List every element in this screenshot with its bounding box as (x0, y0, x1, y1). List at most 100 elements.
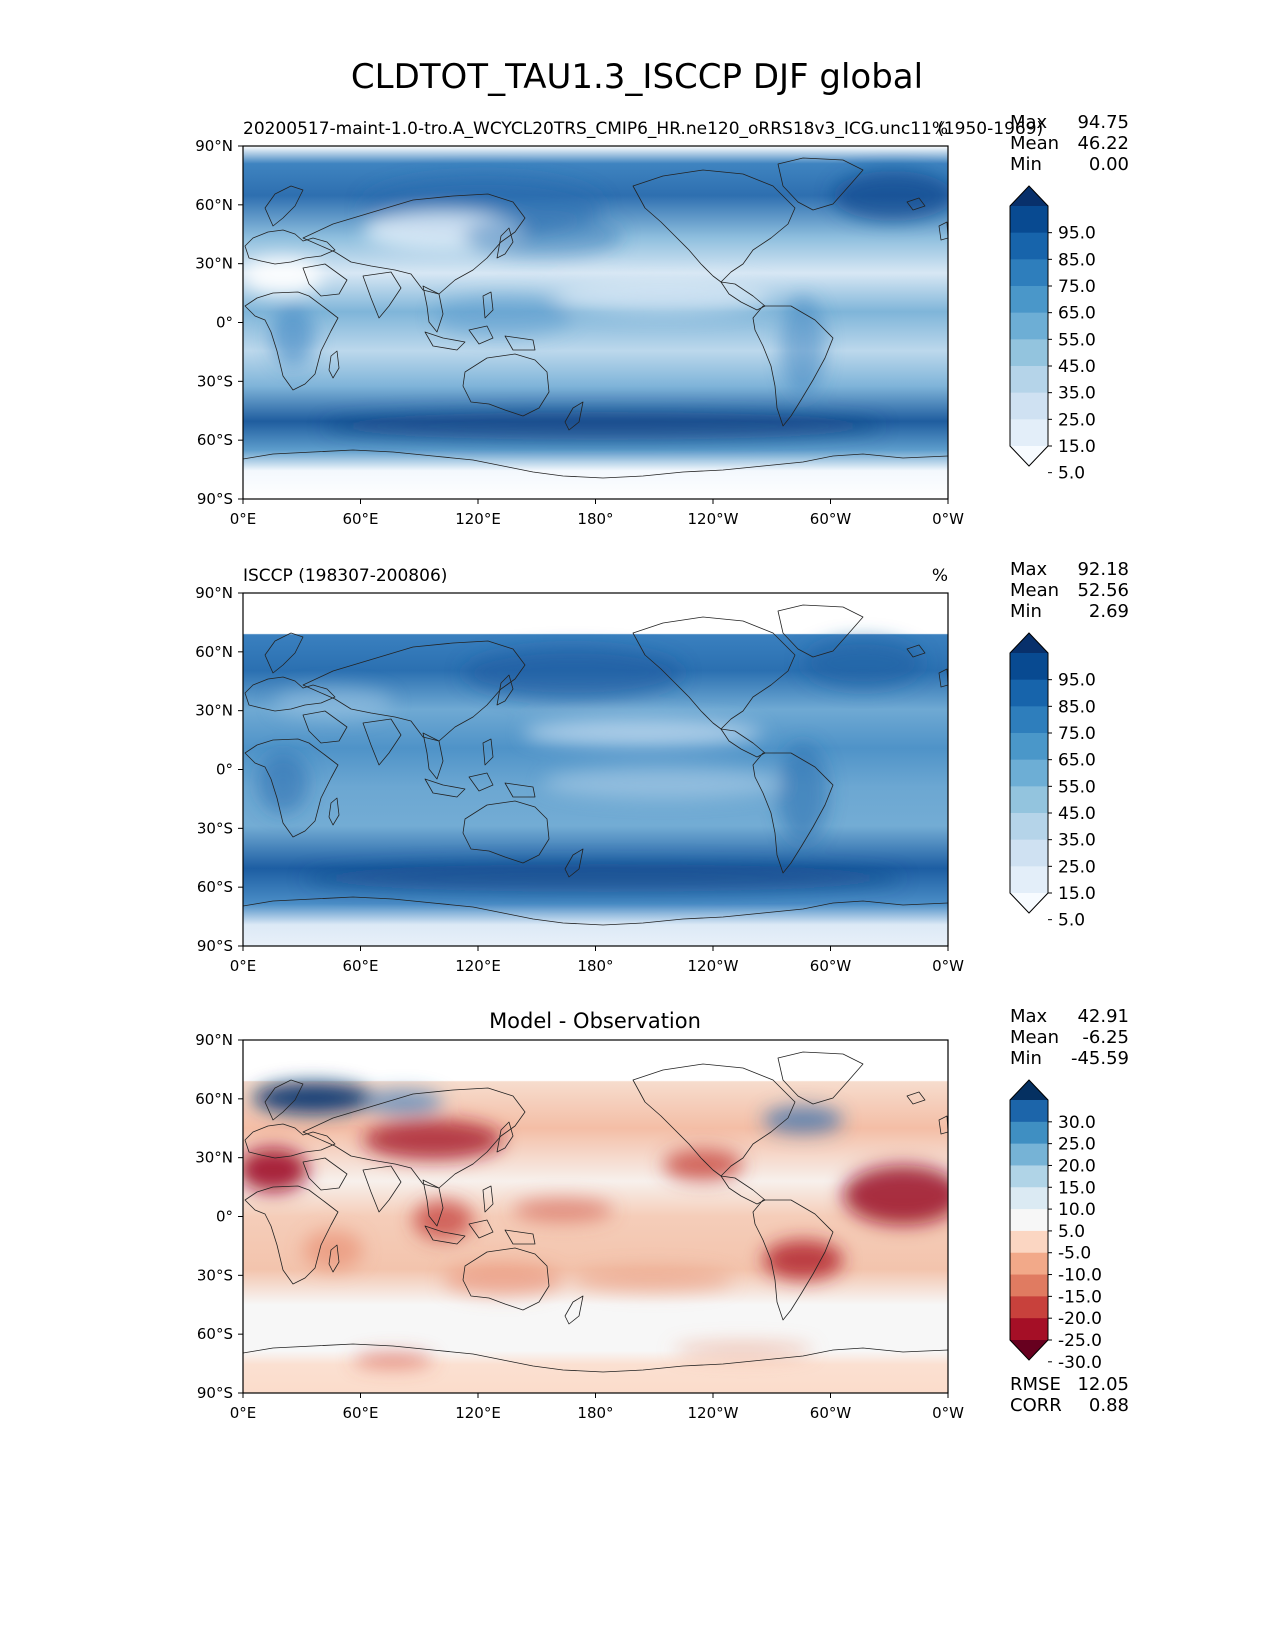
lon-tick-label: 180° (577, 957, 613, 975)
colorbar-segment (1010, 206, 1048, 234)
stat-value: -45.59 (1071, 1048, 1129, 1069)
lon-ticks: 0°E 60°E 120°E 180° 120°W 60°W 0°W (230, 1393, 964, 1422)
lon-tick-label: 120°W (688, 957, 739, 975)
lat-tick-label: 60°N (195, 196, 233, 214)
colorbar-segment (1010, 1165, 1048, 1188)
colorbar: 95.0 85.0 75.0 65.0 55.0 45.0 35.0 25.0 15.0 5.0 (1009, 185, 1096, 484)
colorbar-label: 75.0 (1058, 277, 1096, 297)
stat-value: 0.00 (1089, 154, 1129, 175)
lat-tick-label: 60°S (197, 878, 233, 896)
panel-center-title: Model - Observation (489, 1009, 701, 1033)
lon-tick-label: 0°E (230, 957, 257, 975)
colorbar-label: 5.0 (1058, 464, 1085, 484)
colorbar-label: 5.0 (1058, 911, 1085, 931)
lon-tick-label: 0°W (932, 510, 964, 528)
lon-tick-label: 60°E (342, 1404, 378, 1422)
colorbar-extend-min (1010, 446, 1048, 466)
lon-ticks: 0°E 60°E 120°E 180° 120°W 60°W 0°W (230, 499, 964, 528)
lat-tick-label: 90°N (195, 1031, 233, 1049)
colorbar-label: 55.0 (1058, 777, 1096, 797)
colorbar-segment (1010, 733, 1048, 761)
panel-observation: ISCCP (198307-200806) % 90°N 60°N 30°N 0° 30… (195, 566, 964, 975)
colorbar-segment (1010, 1252, 1048, 1276)
lat-tick-label: 30°S (197, 372, 233, 390)
lat-ticks: 90°N 60°N 30°N 0° 30°S 60°S 90°S (195, 137, 243, 508)
colorbar-label: 15.0 (1058, 437, 1096, 457)
colorbar-label: 65.0 (1058, 751, 1096, 771)
lat-tick-label: 90°S (197, 937, 233, 955)
side-info-observation: Max 92.18 Mean 52.56 Min 2.69 95.0 85.0 75.0 65.0… (1009, 559, 1129, 931)
colorbar: 30.025.020.015.010.05.0-5.0-10.0-15.0-20… (1009, 1079, 1102, 1373)
stat-label: Min (1010, 601, 1042, 622)
colorbar-segment (1010, 866, 1048, 894)
lat-ticks: 90°N 60°N 30°N 0° 30°S 60°S 90°S (195, 1031, 243, 1402)
colorbar-segment (1010, 653, 1048, 681)
colorbar-label: 75.0 (1058, 724, 1096, 744)
lon-tick-label: 60°W (810, 957, 852, 975)
panel-units: % (932, 566, 948, 586)
colorbar-segment (1010, 419, 1048, 447)
lat-tick-label: 0° (216, 761, 233, 779)
lon-tick-label: 0°W (932, 957, 964, 975)
colorbar-segment (1010, 366, 1048, 394)
lon-tick-label: 120°E (455, 957, 501, 975)
lon-tick-label: 0°E (230, 1404, 257, 1422)
lon-tick-label: 120°E (455, 510, 501, 528)
lon-ticks: 0°E 60°E 120°E 180° 120°W 60°W 0°W (230, 946, 964, 975)
colorbar-segment (1010, 1274, 1048, 1297)
figure-title: CLDTOT_TAU1.3_ISCCP DJF global (351, 57, 923, 97)
colorbar-segment (1010, 679, 1048, 707)
stat-label: Max (1010, 1006, 1048, 1027)
lon-tick-label: 60°W (810, 510, 852, 528)
stat-value: 46.22 (1077, 133, 1129, 154)
stat-label: Mean (1010, 133, 1059, 154)
side-info-model: Max 94.75 Mean 46.22 Min 0.00 95.0 85.0 75.0 65.0… (1009, 112, 1129, 484)
colorbar-label: 25.0 (1058, 410, 1096, 430)
colorbar-label: 65.0 (1058, 304, 1096, 324)
lon-tick-label: 60°E (342, 510, 378, 528)
lat-ticks: 90°N 60°N 30°N 0° 30°S 60°S 90°S (195, 584, 243, 955)
colorbar: 95.0 85.0 75.0 65.0 55.0 45.0 35.0 25.0 15.0 5.0 (1009, 632, 1096, 931)
lon-tick-label: 120°E (455, 1404, 501, 1422)
stat-value: 94.75 (1077, 112, 1129, 133)
colorbar-segment (1010, 1296, 1048, 1319)
colorbar-label: 45.0 (1058, 357, 1096, 377)
stat-label: Max (1010, 559, 1048, 580)
lon-tick-label: 180° (577, 510, 613, 528)
lat-tick-label: 30°N (195, 255, 233, 273)
lat-tick-label: 30°S (197, 1266, 233, 1284)
colorbar-extend-max (1010, 633, 1048, 653)
colorbar-label: 15.0 (1058, 1178, 1096, 1198)
colorbar-segment (1010, 1318, 1048, 1341)
lat-tick-label: 60°S (197, 1325, 233, 1343)
lat-tick-label: 0° (216, 1208, 233, 1226)
lon-tick-label: 120°W (688, 510, 739, 528)
colorbar-label: -10.0 (1058, 1266, 1102, 1286)
stat-label: Max (1010, 112, 1048, 133)
colorbar-segment (1010, 232, 1048, 260)
colorbar-label: 85.0 (1058, 697, 1096, 717)
lon-tick-label: 0°E (230, 510, 257, 528)
colorbar-segment (1010, 286, 1048, 314)
colorbar-label: 35.0 (1058, 831, 1096, 851)
lat-tick-label: 30°N (195, 702, 233, 720)
lat-tick-label: 60°N (195, 643, 233, 661)
lon-tick-label: 120°W (688, 1404, 739, 1422)
colorbar-segment (1010, 1143, 1048, 1166)
colorbar-label: 15.0 (1058, 884, 1096, 904)
colorbar-segment (1010, 1230, 1048, 1254)
colorbar-segment (1010, 339, 1048, 367)
colorbar-label: 5.0 (1058, 1222, 1085, 1242)
colorbar-label: -25.0 (1058, 1331, 1102, 1351)
colorbar-segment (1010, 1187, 1048, 1210)
colorbar-label: 25.0 (1058, 857, 1096, 877)
stat-value: 52.56 (1077, 580, 1129, 601)
colorbar-label: 20.0 (1058, 1156, 1096, 1176)
colorbar-segment (1010, 839, 1048, 867)
extra-stat-label: CORR (1010, 1395, 1062, 1416)
lon-tick-label: 60°W (810, 1404, 852, 1422)
colorbar-segment (1010, 1209, 1048, 1232)
colorbar-segment (1010, 392, 1048, 420)
extra-stat-label: RMSE (1010, 1374, 1061, 1395)
stat-value: 2.69 (1089, 601, 1129, 622)
